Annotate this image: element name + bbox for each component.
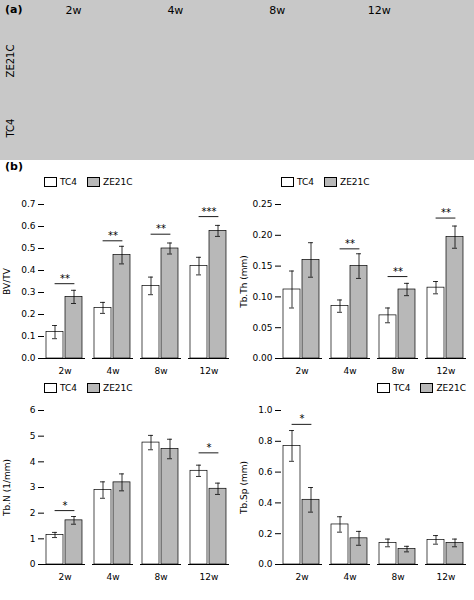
svg-text:***: *** (202, 206, 217, 217)
svg-text:Tb.Sp (mm): Tb.Sp (mm) (239, 461, 249, 515)
svg-text:0.00: 0.00 (252, 353, 272, 363)
svg-text:8w: 8w (391, 366, 404, 376)
svg-text:2w: 2w (295, 366, 308, 376)
svg-text:0.4: 0.4 (258, 498, 273, 508)
html-text:4w: 4w (167, 4, 184, 17)
svg-text:0.7: 0.7 (21, 199, 35, 209)
html-text:TC4: TC4 (60, 176, 77, 187)
svg-text:*: * (300, 413, 305, 424)
svg-text:12w: 12w (437, 366, 456, 376)
svg-text:**: ** (60, 273, 70, 284)
svg-text:BV/TV: BV/TV (2, 267, 12, 295)
svg-text:0: 0 (30, 559, 36, 569)
svg-text:12w: 12w (200, 366, 219, 376)
svg-text:12w: 12w (200, 572, 219, 582)
html-text:(b): (b) (5, 160, 23, 173)
svg-text:0.8: 0.8 (258, 436, 273, 446)
svg-text:8w: 8w (154, 572, 167, 582)
svg-text:Tb.Th (mm): Tb.Th (mm) (239, 255, 249, 309)
svg-text:*: * (207, 442, 212, 453)
svg-text:2w: 2w (295, 572, 308, 582)
svg-text:0.0: 0.0 (258, 559, 273, 569)
html-text:ZE21C: ZE21C (103, 382, 133, 393)
svg-text:**: ** (345, 238, 355, 249)
svg-text:12w: 12w (437, 572, 456, 582)
svg-text:0.2: 0.2 (21, 309, 35, 319)
svg-text:0.5: 0.5 (21, 243, 35, 253)
html-text:ZE21C: ZE21C (103, 176, 133, 187)
svg-text:0.3: 0.3 (21, 287, 35, 297)
html-text:12w: 12w (367, 4, 391, 17)
svg-text:3: 3 (30, 482, 36, 492)
svg-text:1: 1 (30, 534, 36, 544)
svg-text:0.6: 0.6 (258, 467, 273, 477)
html-text:(a): (a) (5, 3, 23, 16)
svg-text:6: 6 (30, 405, 36, 415)
svg-text:Tb.N (1/mm): Tb.N (1/mm) (2, 459, 12, 517)
svg-text:**: ** (108, 230, 118, 241)
svg-text:0.05: 0.05 (252, 323, 272, 333)
html-text:ZE21C: ZE21C (436, 382, 466, 393)
svg-text:1.0: 1.0 (258, 405, 273, 415)
svg-text:0.2: 0.2 (258, 529, 272, 539)
svg-text:4: 4 (30, 457, 36, 467)
svg-text:0.1: 0.1 (21, 331, 35, 341)
html-text:ZE21C: ZE21C (4, 44, 16, 78)
svg-text:0.20: 0.20 (252, 230, 272, 240)
html-text:TC4: TC4 (60, 382, 77, 393)
svg-text:**: ** (441, 207, 451, 218)
svg-text:**: ** (156, 223, 166, 234)
svg-text:2: 2 (30, 508, 36, 518)
svg-text:0.6: 0.6 (21, 221, 36, 231)
svg-text:0.25: 0.25 (252, 199, 272, 209)
svg-text:0.15: 0.15 (252, 261, 272, 271)
html-text:2w: 2w (65, 4, 82, 17)
svg-text:4w: 4w (106, 366, 119, 376)
svg-text:0.10: 0.10 (252, 292, 272, 302)
html-text:TC4: TC4 (393, 382, 411, 393)
svg-text:*: * (63, 500, 68, 511)
svg-text:5: 5 (30, 431, 36, 441)
svg-text:2w: 2w (58, 572, 71, 582)
svg-text:4w: 4w (343, 366, 356, 376)
svg-text:4w: 4w (343, 572, 356, 582)
svg-text:4w: 4w (106, 572, 119, 582)
svg-text:8w: 8w (154, 366, 167, 376)
html-text:8w: 8w (269, 4, 286, 17)
html-text:TC4: TC4 (4, 118, 16, 138)
html-text:ZE21C: ZE21C (340, 176, 370, 187)
svg-text:8w: 8w (391, 572, 404, 582)
svg-text:0.0: 0.0 (21, 353, 36, 363)
svg-text:0.4: 0.4 (21, 265, 36, 275)
html-text:TC4: TC4 (297, 176, 314, 187)
svg-text:2w: 2w (58, 366, 71, 376)
svg-text:**: ** (393, 266, 403, 277)
